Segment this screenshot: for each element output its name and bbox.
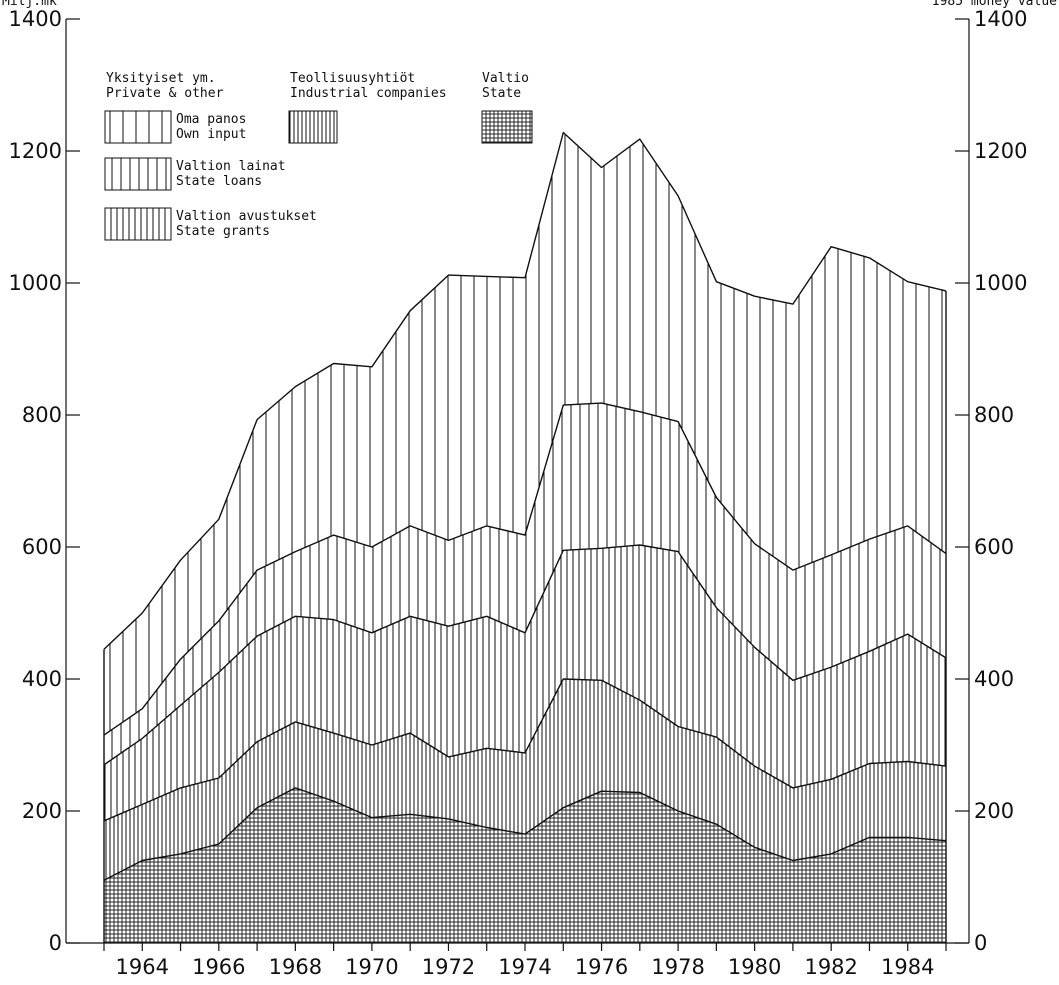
y-tick-label-right: 0: [974, 931, 987, 955]
legend-label-state-grants-en: State grants: [176, 224, 270, 239]
x-tick-label: 1982: [804, 955, 857, 979]
area-layers: [104, 132, 946, 943]
x-tick-label: 1980: [728, 955, 781, 979]
y-tick-label-left: 1200: [9, 139, 62, 163]
area-layer-4: [104, 403, 946, 765]
y-tick-label-left: 1400: [9, 7, 62, 31]
area-layer-3: [104, 545, 946, 821]
legend: Yksityiset ym. Private & other Teollisuu…: [104, 71, 533, 241]
legend-group-private-en: Private & other: [106, 86, 224, 101]
y-tick-label-left: 600: [22, 535, 62, 559]
x-tick-label: 1984: [881, 955, 934, 979]
y-tick-label-right: 400: [974, 667, 1014, 691]
legend-group-state-fi: Valtio: [482, 71, 529, 86]
legend-label-state-loans-en: State loans: [176, 174, 262, 189]
legend-label-state-loans-fi: Valtion lainat: [176, 159, 286, 174]
legend-swatch-state: [481, 110, 533, 144]
x-tick-label: 1978: [651, 955, 704, 979]
x-tick-label: 1974: [498, 955, 551, 979]
y-tick-label-right: 200: [974, 799, 1014, 823]
y-tick-label-left: 1000: [9, 271, 62, 295]
x-tick-label: 1972: [422, 955, 475, 979]
x-tick-label: 1964: [116, 955, 169, 979]
y-tick-label-left: 800: [22, 403, 62, 427]
legend-swatch-state-loans: [104, 157, 172, 191]
axes: 0 0 200 200 400 400 600 600 800 800 1000 1000 1200 12…: [9, 7, 1028, 979]
y-tick-label-left: 0: [49, 931, 62, 955]
x-tick-label: 1970: [345, 955, 398, 979]
series-boundary-1: [103, 787, 947, 881]
x-tick-label: 1976: [575, 955, 628, 979]
x-tick-label: 1968: [269, 955, 322, 979]
y-tick-label-right: 800: [974, 403, 1014, 427]
series-boundary-5: [103, 131, 947, 650]
area-layer-5: [104, 132, 946, 736]
y-tick-label-right: 600: [974, 535, 1014, 559]
legend-group-state-en: State: [482, 86, 521, 101]
area-layer-2: [104, 679, 946, 881]
legend-label-own-input-en: Own input: [176, 127, 246, 142]
series-boundaries: [103, 131, 947, 943]
legend-group-private-fi: Yksityiset ym.: [106, 71, 216, 86]
legend-swatch-industrial: [288, 110, 338, 144]
area-layer-1: [104, 787, 946, 943]
y-tick-label-left: 400: [22, 667, 62, 691]
x-tick-label: 1966: [192, 955, 245, 979]
series-boundary-3: [103, 544, 947, 766]
y-tick-label-right: 1200: [974, 139, 1027, 163]
y-tick-label-left: 200: [22, 799, 62, 823]
legend-swatch-state-grants: [104, 207, 172, 241]
legend-group-industrial-en: Industrial companies: [290, 86, 447, 101]
y-tick-label-right: 1000: [974, 271, 1027, 295]
legend-label-state-grants-fi: Valtion avustukset: [176, 209, 317, 224]
legend-group-industrial-fi: Teollisuusyhtiöt: [290, 71, 415, 86]
left-unit-label: Milj.mk: [2, 0, 57, 9]
legend-label-own-input-fi: Oma panos: [176, 112, 246, 127]
series-boundary-4: [103, 402, 947, 736]
legend-swatch-own-input: [104, 110, 172, 144]
right-unit-label: 1985 money value: [932, 0, 1057, 9]
y-tick-label-right: 1400: [974, 7, 1027, 31]
series-boundary-2: [103, 678, 947, 822]
